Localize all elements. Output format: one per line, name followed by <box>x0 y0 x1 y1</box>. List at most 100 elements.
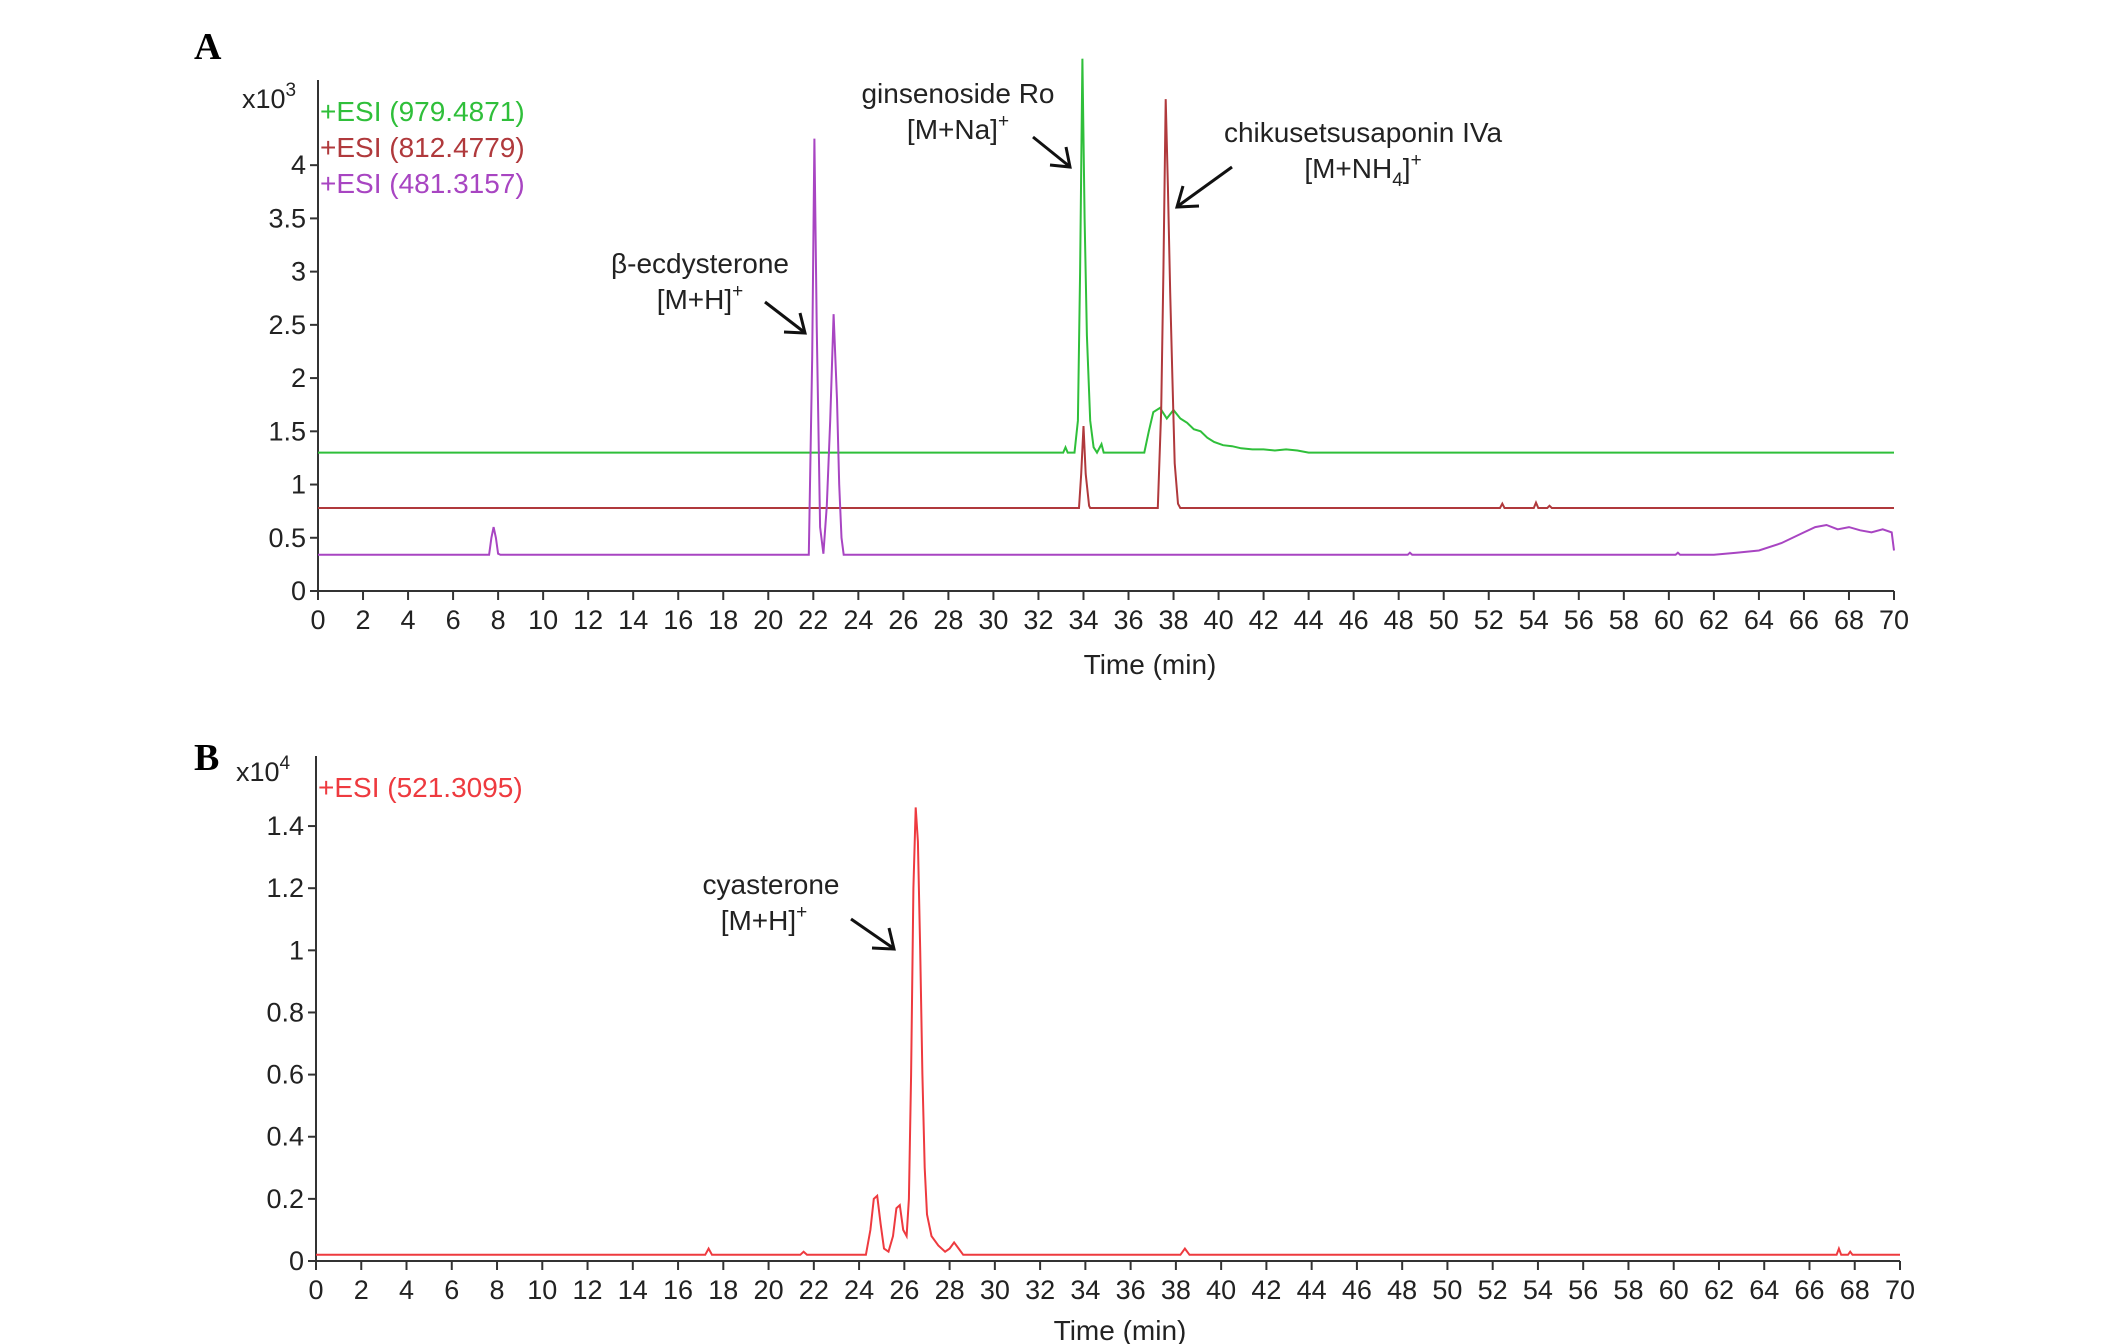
panel-a-multiplier: x103 <box>242 80 296 114</box>
x-tick-label: 4 <box>399 1275 414 1305</box>
x-tick-label: 54 <box>1523 1275 1553 1305</box>
legend-entry-481: +ESI (481.3157) <box>320 168 525 199</box>
panel-a-series <box>318 58 1895 556</box>
arrow-icon <box>1174 165 1233 209</box>
x-tick-label: 0 <box>308 1275 323 1305</box>
y-tick-label: 0 <box>289 1246 304 1276</box>
x-tick-label: 32 <box>1025 1275 1055 1305</box>
x-tick-label: 60 <box>1659 1275 1689 1305</box>
x-tick-label: 40 <box>1204 605 1234 635</box>
x-tick-label: 14 <box>618 1275 648 1305</box>
x-tick-label: 60 <box>1654 605 1684 635</box>
x-tick-label: 58 <box>1613 1275 1643 1305</box>
x-tick-label: 38 <box>1159 605 1189 635</box>
series-line-979 <box>318 58 1894 455</box>
x-tick-label: 38 <box>1161 1275 1191 1305</box>
panel-b-legend: +ESI (521.3095) <box>318 772 523 803</box>
x-tick-label: 8 <box>490 1275 505 1305</box>
x-tick-label: 32 <box>1023 605 1053 635</box>
y-tick-label: 1.4 <box>266 811 304 841</box>
x-tick-label: 66 <box>1789 605 1819 635</box>
y-tick-label: 0.5 <box>268 523 306 553</box>
x-tick-label: 10 <box>527 1275 557 1305</box>
y-tick-label: 4 <box>291 150 306 180</box>
panel-a-legend: +ESI (979.4871) +ESI (812.4779) +ESI (48… <box>320 96 525 199</box>
x-tick-label: 30 <box>978 605 1008 635</box>
annotation-ginsenoside-ro-ion: [M+Na]+ <box>907 111 1009 145</box>
x-tick-label: 18 <box>708 1275 738 1305</box>
x-tick-label: 22 <box>798 605 828 635</box>
x-tick-label: 46 <box>1342 1275 1372 1305</box>
x-tick-label: 34 <box>1068 605 1098 635</box>
x-tick-label: 42 <box>1249 605 1279 635</box>
x-tick-label: 30 <box>980 1275 1010 1305</box>
panel-b-x-axis-label: Time (min) <box>1054 1315 1187 1344</box>
x-tick-label: 68 <box>1834 605 1864 635</box>
y-tick-label: 0.8 <box>266 997 304 1027</box>
x-tick-label: 64 <box>1749 1275 1779 1305</box>
x-tick-label: 16 <box>663 1275 693 1305</box>
y-tick-label: 1 <box>289 935 304 965</box>
x-tick-label: 44 <box>1297 1275 1327 1305</box>
x-tick-label: 20 <box>753 605 783 635</box>
x-tick-label: 66 <box>1794 1275 1824 1305</box>
x-tick-label: 48 <box>1387 1275 1417 1305</box>
panel-b-label: B <box>194 737 219 779</box>
x-tick-label: 4 <box>401 605 416 635</box>
panel-a-axes: 0 2 4 6 8 10 12 14 16 18 20 22 24 26 28 30 32 34 36 38 40 42 4… <box>268 80 1909 635</box>
x-tick-label: 6 <box>446 605 461 635</box>
panel-a: A x103 0 2 4 6 8 10 12 14 16 18 20 22 24 26 28 30 32 34 36… <box>194 26 1909 680</box>
panel-a-label: A <box>194 26 222 68</box>
y-tick-label: 2 <box>291 363 306 393</box>
y-tick-label: 0 <box>291 576 306 606</box>
x-tick-label: 20 <box>754 1275 784 1305</box>
annotation-beta-ecdysterone-ion: [M+H]+ <box>657 281 744 315</box>
x-tick-label: 36 <box>1116 1275 1146 1305</box>
x-tick-label: 16 <box>663 605 693 635</box>
legend-entry-521: +ESI (521.3095) <box>318 772 523 803</box>
annotation-cyasterone-ion: [M+H]+ <box>721 902 808 936</box>
annotation-chikusetsusaponin-name: chikusetsusaponin IVa <box>1224 117 1503 148</box>
x-tick-label: 26 <box>888 605 918 635</box>
x-tick-label: 42 <box>1251 1275 1281 1305</box>
arrow-icon <box>1032 135 1072 169</box>
panel-b: B x104 0 2 4 6 8 10 12 14 16 18 20 22 24 26 28 30 32 34 36… <box>194 737 1915 1344</box>
panel-b-series <box>316 807 1900 1256</box>
x-tick-label: 52 <box>1474 605 1504 635</box>
x-tick-label: 64 <box>1744 605 1774 635</box>
x-tick-label: 14 <box>618 605 648 635</box>
x-tick-label: 2 <box>354 1275 369 1305</box>
x-tick-label: 50 <box>1429 605 1459 635</box>
x-tick-label: 24 <box>843 605 873 635</box>
x-tick-label: 8 <box>491 605 506 635</box>
panel-a-x-axis-label: Time (min) <box>1084 649 1217 680</box>
x-tick-label: 70 <box>1879 605 1909 635</box>
legend-entry-979: +ESI (979.4871) <box>320 96 525 127</box>
x-tick-label: 54 <box>1519 605 1549 635</box>
x-tick-label: 58 <box>1609 605 1639 635</box>
x-tick-label: 6 <box>444 1275 459 1305</box>
arrow-icon <box>850 917 896 951</box>
x-tick-label: 44 <box>1294 605 1324 635</box>
x-tick-label: 28 <box>933 605 963 635</box>
annotation-beta-ecdysterone-name: β-ecdysterone <box>611 248 789 279</box>
x-tick-label: 28 <box>935 1275 965 1305</box>
x-tick-label: 70 <box>1885 1275 1915 1305</box>
annotation-beta-ecdysterone: β-ecdysterone [M+H]+ <box>611 248 807 335</box>
x-tick-label: 18 <box>708 605 738 635</box>
x-tick-label: 62 <box>1699 605 1729 635</box>
series-line-521 <box>316 807 1900 1256</box>
annotation-cyasterone-name: cyasterone <box>703 869 840 900</box>
y-tick-label: 3.5 <box>268 203 306 233</box>
annotation-ginsenoside-ro: ginsenoside Ro [M+Na]+ <box>861 78 1072 169</box>
panel-b-axes: 0 2 4 6 8 10 12 14 16 18 20 22 24 26 28 30 32 34 36 38 40 42 4… <box>266 756 1915 1305</box>
x-tick-label: 2 <box>356 605 371 635</box>
x-tick-label: 0 <box>310 605 325 635</box>
y-tick-label: 0.2 <box>266 1184 304 1214</box>
x-tick-label: 56 <box>1568 1275 1598 1305</box>
y-tick-label: 0.6 <box>266 1060 304 1090</box>
panel-b-multiplier: x104 <box>236 753 291 787</box>
y-tick-label: 1.2 <box>266 873 304 903</box>
x-tick-label: 50 <box>1432 1275 1462 1305</box>
